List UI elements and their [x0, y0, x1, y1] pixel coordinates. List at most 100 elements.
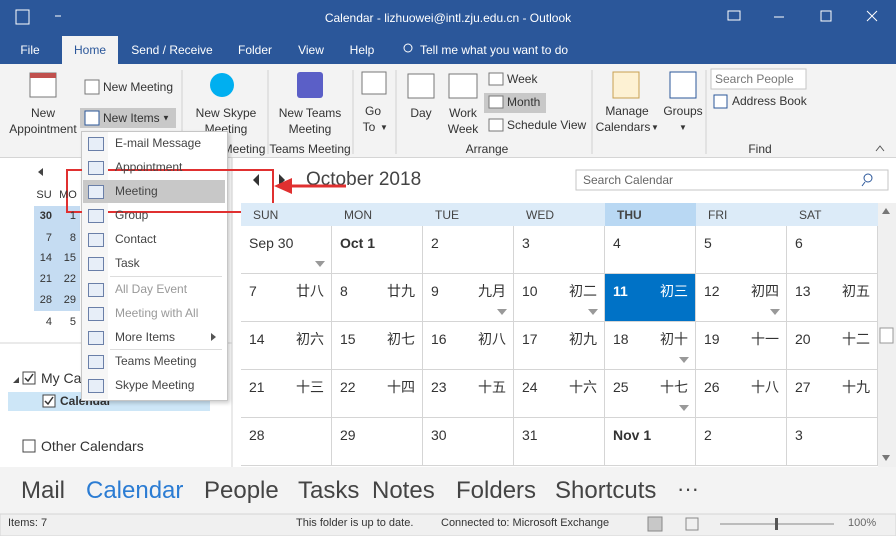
button-label[interactable]: Week [447, 122, 479, 136]
nav-item[interactable]: Shortcuts [555, 477, 657, 504]
view-reading[interactable] [685, 517, 699, 531]
menu-item[interactable]: Teams Meeting [115, 354, 197, 368]
button-label[interactable]: New Teams [278, 106, 342, 120]
mini-day[interactable]: 5 [69, 316, 76, 328]
day-cell[interactable] [787, 370, 878, 418]
mini-prev[interactable] [38, 168, 43, 176]
close[interactable] [866, 10, 878, 22]
scroll-up[interactable] [882, 208, 890, 214]
button-label[interactable]: Calendars [595, 120, 651, 134]
day-cell[interactable] [423, 322, 514, 370]
button-label[interactable]: To [362, 120, 376, 134]
day-cell[interactable] [605, 274, 696, 322]
button-label[interactable]: Day [410, 106, 432, 120]
tab[interactable]: View [298, 43, 324, 57]
button-label[interactable]: Groups [663, 104, 703, 118]
mini-day[interactable]: 8 [69, 232, 76, 244]
search-calendar[interactable]: Search Calendar [583, 173, 674, 187]
checkbox[interactable] [22, 371, 36, 385]
day-cell[interactable] [423, 226, 514, 274]
scroll-thumb[interactable] [879, 327, 894, 344]
day-cell[interactable] [514, 322, 605, 370]
mini-day[interactable]: 15 [63, 252, 76, 264]
day-cell[interactable] [332, 322, 423, 370]
next-month[interactable] [279, 174, 285, 186]
view-normal[interactable] [647, 516, 663, 532]
button-label[interactable]: Meeting [288, 122, 332, 136]
menu-item[interactable]: Task [115, 256, 140, 270]
expand[interactable] [13, 377, 19, 383]
day-cell[interactable] [514, 418, 605, 466]
button-label[interactable]: Appointment [9, 122, 77, 136]
day-cell[interactable] [241, 418, 332, 466]
day-cell[interactable] [423, 418, 514, 466]
day-cell[interactable] [605, 418, 696, 466]
menu-item[interactable]: Group [115, 208, 149, 222]
day-cell[interactable] [787, 418, 878, 466]
ribbon-display[interactable] [727, 10, 741, 21]
button-label[interactable]: Month [507, 95, 541, 109]
day-cell[interactable] [696, 418, 787, 466]
mini-day[interactable]: 7 [45, 232, 52, 244]
tell-me[interactable]: Tell me what you want to do [420, 43, 569, 57]
menu-item[interactable]: Contact [115, 232, 157, 246]
menu-item[interactable]: Appointment [115, 160, 183, 174]
mini-day[interactable]: 29 [63, 294, 76, 306]
mini-day[interactable]: 21 [39, 273, 52, 285]
button-label[interactable]: New Skype [195, 106, 257, 120]
nav-more[interactable]: ··· [677, 476, 699, 501]
more-indicator[interactable] [588, 309, 598, 315]
button-label[interactable]: Address Book [732, 94, 807, 108]
day-cell[interactable] [241, 370, 332, 418]
day-cell[interactable] [332, 370, 423, 418]
checkbox[interactable] [42, 394, 56, 408]
tab[interactable]: File [20, 43, 40, 57]
tab[interactable]: Help [349, 43, 375, 57]
day-cell[interactable] [605, 226, 696, 274]
mini-day[interactable]: 22 [63, 273, 76, 285]
tab[interactable]: Home [73, 43, 107, 57]
button-label[interactable]: New [30, 106, 56, 120]
button-label[interactable]: Manage [605, 104, 649, 118]
search-people[interactable]: Search People [715, 72, 794, 86]
scroll-down[interactable] [882, 455, 890, 461]
mini-day[interactable]: 28 [39, 294, 52, 306]
button-label[interactable]: Work [449, 106, 477, 120]
day-cell[interactable] [514, 226, 605, 274]
menu-item[interactable]: More Items [115, 330, 176, 344]
nav-item[interactable]: People [204, 477, 279, 504]
nav-item[interactable]: Tasks [298, 477, 360, 504]
more-indicator[interactable] [315, 261, 325, 267]
day-cell[interactable] [241, 274, 332, 322]
mini-day[interactable]: 30 [39, 210, 52, 222]
search-calendar-box[interactable] [575, 169, 889, 191]
button-label[interactable]: New Meeting [103, 80, 174, 94]
tab[interactable]: Send / Receive [131, 43, 213, 57]
day-cell[interactable] [787, 322, 878, 370]
menu-item[interactable]: Meeting [115, 184, 158, 198]
button-label[interactable]: Week [507, 72, 538, 86]
collapse-ribbon[interactable] [875, 145, 885, 152]
menu-item[interactable]: E-mail Message [115, 136, 202, 150]
button-label[interactable]: Go [364, 104, 382, 118]
nav-item[interactable]: Mail [21, 477, 66, 504]
day-cell[interactable] [787, 226, 878, 274]
maximize[interactable] [820, 10, 832, 22]
tab[interactable]: Folder [237, 43, 273, 57]
day-cell[interactable] [241, 322, 332, 370]
day-cell[interactable] [332, 418, 423, 466]
day-cell[interactable] [696, 226, 787, 274]
zoom-thumb[interactable] [775, 518, 778, 530]
button-label[interactable]: Schedule View [507, 118, 587, 132]
day-cell[interactable] [514, 370, 605, 418]
day-cell[interactable] [787, 274, 878, 322]
menu-item[interactable]: Skype Meeting [115, 378, 195, 392]
prev-month[interactable] [253, 174, 259, 186]
more-indicator[interactable] [497, 309, 507, 315]
day-cell[interactable] [423, 370, 514, 418]
search-people-box[interactable] [710, 68, 807, 90]
checkbox[interactable] [22, 439, 36, 453]
more-indicator[interactable] [679, 405, 689, 411]
day-cell[interactable] [332, 226, 423, 274]
mini-day[interactable]: 14 [39, 252, 52, 264]
